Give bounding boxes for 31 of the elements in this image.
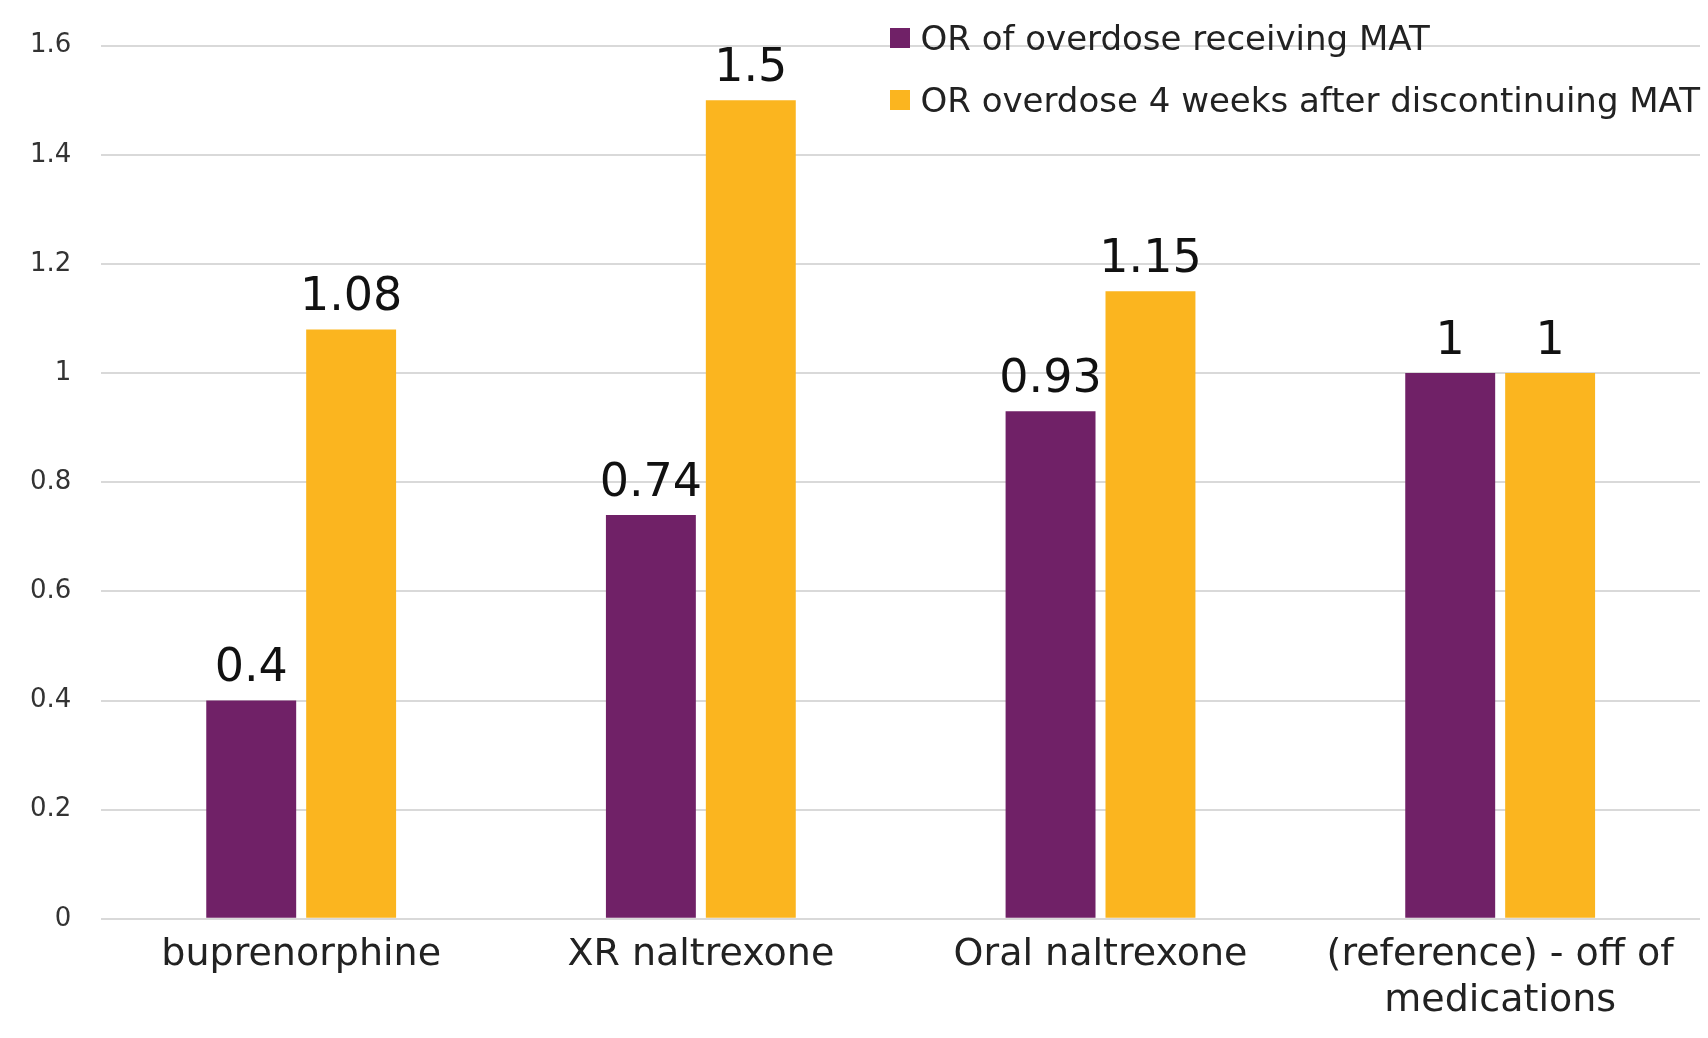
y-tick-label: 1.4 bbox=[29, 137, 72, 168]
legend-label: OR overdose 4 weeks after discontinuing MAT bbox=[920, 80, 1700, 120]
y-tick-label: 1.6 bbox=[29, 28, 72, 59]
data-label: 1.5 bbox=[714, 38, 788, 93]
x-tick-label: Oral naltrexone bbox=[953, 930, 1248, 975]
bar bbox=[705, 100, 796, 918]
bar bbox=[605, 514, 696, 918]
y-tick-label: 0.4 bbox=[29, 683, 72, 714]
y-tick-label: 1 bbox=[54, 355, 72, 386]
legend-label: OR of overdose receiving MAT bbox=[920, 18, 1430, 58]
data-label: 0.74 bbox=[599, 452, 703, 507]
bar bbox=[1005, 411, 1096, 918]
data-label: 1.15 bbox=[1099, 229, 1202, 284]
bar bbox=[1505, 373, 1596, 918]
y-tick-label: 0.2 bbox=[29, 792, 72, 823]
data-label: 1 bbox=[1535, 311, 1565, 365]
bar bbox=[1105, 291, 1196, 918]
data-label: 0.93 bbox=[999, 349, 1102, 404]
data-label: 0.4 bbox=[214, 638, 288, 693]
x-tick-label: (reference) - off of medications bbox=[1326, 930, 1676, 1021]
y-tick-label: 0.6 bbox=[29, 574, 72, 605]
bar bbox=[206, 700, 297, 918]
y-tick-label: 0.8 bbox=[29, 464, 72, 495]
y-tick-label: 0 bbox=[54, 901, 72, 932]
bar bbox=[306, 329, 397, 918]
x-tick-label: buprenorphine bbox=[161, 930, 442, 975]
bar bbox=[1405, 373, 1496, 918]
x-tick-label: XR naltrexone bbox=[567, 930, 835, 975]
data-label: 1.08 bbox=[299, 267, 403, 322]
y-tick-label: 1.2 bbox=[29, 246, 72, 277]
data-label: 1 bbox=[1435, 311, 1465, 365]
